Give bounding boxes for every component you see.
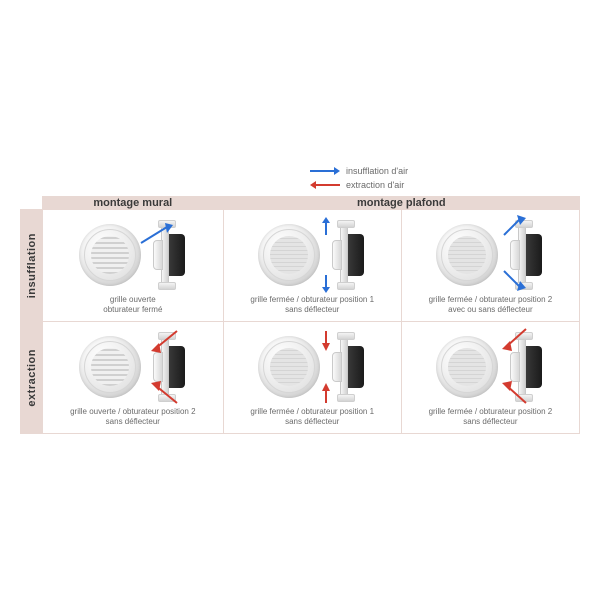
cell-caption: grille ouverte / obturateur position 2 s…	[70, 407, 195, 426]
legend-label: insufflation d'air	[346, 166, 408, 176]
air-arrow-icon	[490, 327, 550, 407]
air-arrow-icon	[137, 329, 191, 407]
cell-r2c1: grille ouverte / obturateur position 2 s…	[43, 322, 224, 434]
mounting-table: montage mural montage plafond insufflati…	[20, 196, 580, 434]
corner-cell	[21, 197, 43, 210]
vent-front-icon	[258, 224, 320, 286]
col-header-plafond: montage plafond	[223, 197, 579, 210]
legend-label: extraction d'air	[346, 180, 404, 190]
air-arrow-icon	[314, 329, 364, 405]
vent-front-icon	[258, 336, 320, 398]
row-header-label: insufflation	[26, 233, 38, 298]
arrow-icon	[310, 180, 340, 190]
vent-front-icon	[79, 336, 141, 398]
cell-r1c1: grille ouverte obturateur fermé	[43, 210, 224, 322]
cell-caption: grille fermée / obturateur position 1 sa…	[250, 295, 374, 314]
cell-r1c3: grille fermée / obturateur position 2 av…	[401, 210, 579, 322]
vent-front-icon	[436, 224, 498, 286]
row-header-extraction: extraction	[21, 322, 43, 434]
cell-r2c2: grille fermée / obturateur position 1 sa…	[223, 322, 401, 434]
vent-front-icon	[79, 224, 141, 286]
cell-r2c3: grille fermée / obturateur position 2 sa…	[401, 322, 579, 434]
cell-r1c2: grille fermée / obturateur position 1 sa…	[223, 210, 401, 322]
legend-extraction: extraction d'air	[310, 180, 404, 190]
diagram-container: insufflation d'air extraction d'air mont…	[20, 166, 580, 434]
cell-caption: grille fermée / obturateur position 1 sa…	[250, 407, 374, 426]
air-arrow-icon	[314, 217, 364, 293]
arrow-icon	[310, 166, 340, 176]
cell-caption: grille ouverte obturateur fermé	[103, 295, 162, 314]
col-header-mural: montage mural	[43, 197, 224, 210]
cell-caption: grille fermée / obturateur position 2 av…	[429, 295, 553, 314]
air-arrow-icon	[490, 215, 550, 295]
cell-caption: grille fermée / obturateur position 2 sa…	[429, 407, 553, 426]
legend-insufflation: insufflation d'air	[310, 166, 408, 176]
row-header-label: extraction	[26, 349, 38, 407]
legend: insufflation d'air extraction d'air	[310, 166, 580, 190]
row-header-insufflation: insufflation	[21, 210, 43, 322]
air-arrow-icon	[137, 221, 177, 251]
vent-front-icon	[436, 336, 498, 398]
